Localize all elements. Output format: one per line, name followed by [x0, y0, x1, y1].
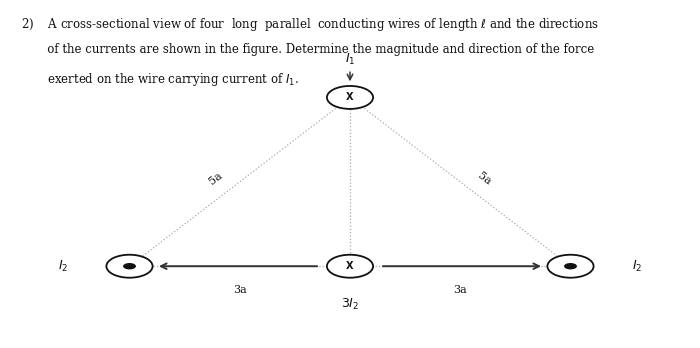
Circle shape — [106, 255, 153, 278]
Text: 3a: 3a — [233, 285, 246, 295]
Circle shape — [564, 263, 577, 269]
Circle shape — [327, 86, 373, 109]
Text: $3I_2$: $3I_2$ — [341, 297, 359, 312]
Text: 5a: 5a — [206, 170, 224, 187]
Text: $I_2$: $I_2$ — [57, 259, 68, 274]
Text: X: X — [346, 93, 354, 102]
Text: exerted on the wire carrying current of $I_1$.: exerted on the wire carrying current of … — [21, 71, 299, 88]
Circle shape — [327, 255, 373, 278]
Text: $I_1$: $I_1$ — [345, 52, 355, 67]
Circle shape — [547, 255, 594, 278]
Text: $I_2$: $I_2$ — [632, 259, 643, 274]
Text: 3a: 3a — [454, 285, 467, 295]
Text: of the currents are shown in the figure. Determine the magnitude and direction o: of the currents are shown in the figure.… — [21, 44, 594, 56]
Text: 5a: 5a — [476, 170, 494, 187]
Text: 2)    A cross-sectional view of four  long  parallel  conducting wires of length: 2) A cross-sectional view of four long p… — [21, 16, 599, 33]
Circle shape — [123, 263, 136, 269]
Text: X: X — [346, 261, 354, 271]
